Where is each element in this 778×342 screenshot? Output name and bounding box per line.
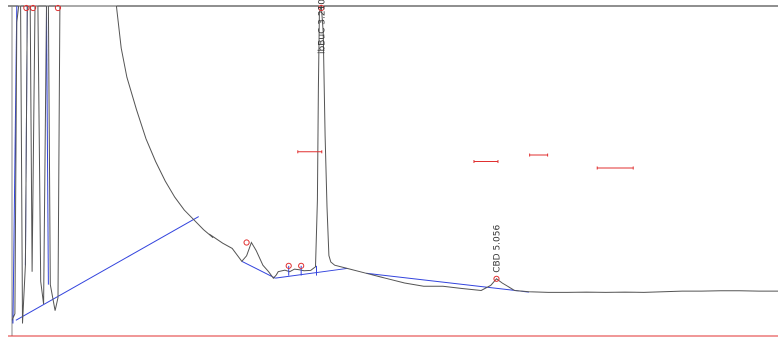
peak-marker-5 — [298, 262, 305, 269]
baseline-segment-4 — [241, 260, 276, 279]
integration-marker-1 — [473, 160, 499, 164]
integration-marker-2 — [529, 153, 549, 157]
peak-marker-0 — [23, 4, 30, 12]
peak-label-1: CBD 5.056 — [492, 225, 502, 273]
peak-label-0: ibBuC 3.210 — [317, 0, 327, 54]
peak-marker-1 — [29, 4, 37, 12]
trace-layer — [11, 5, 778, 324]
peak-marker-4 — [285, 262, 292, 269]
baseline-segment-3 — [15, 216, 199, 321]
peak-marker-3 — [243, 239, 250, 246]
integration-marker-0 — [297, 150, 323, 154]
baseline-layer — [12, 5, 530, 324]
peak-label-layer: ibBuC 3.210 CBD 5.056 — [317, 0, 502, 273]
drop-line-layer — [288, 265, 317, 276]
chromatogram-trace-0 — [11, 5, 778, 324]
peak-marker-2 — [54, 4, 62, 12]
baseline-segment-2 — [45, 5, 49, 285]
baseline-segment-5 — [275, 267, 348, 279]
baseline-segment-6 — [366, 272, 530, 293]
integration-marker-layer — [297, 150, 634, 170]
peak-marker-7 — [493, 275, 500, 282]
peak-marker-6 — [318, 4, 325, 12]
integration-marker-3 — [596, 166, 634, 170]
peak-marker-layer — [23, 4, 500, 282]
